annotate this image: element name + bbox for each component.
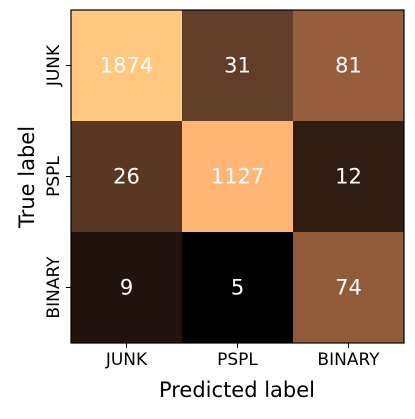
x-tick-label: JUNK xyxy=(105,350,148,370)
y-tick-label: JUNK xyxy=(44,44,64,87)
cell xyxy=(71,10,182,121)
cell xyxy=(293,232,404,343)
cell-label: 1127 xyxy=(211,165,264,189)
cell xyxy=(71,121,182,232)
cell-label: 26 xyxy=(113,165,140,189)
cell xyxy=(182,232,293,343)
cell xyxy=(182,121,293,232)
cell-label: 81 xyxy=(335,54,362,78)
x-axis-label: Predicted label xyxy=(159,378,315,402)
y-tick-label: BINARY xyxy=(44,256,64,319)
cell-label: 5 xyxy=(231,276,244,300)
cell-label: 74 xyxy=(335,276,362,300)
cell-label: 31 xyxy=(224,54,251,78)
cell-label: 9 xyxy=(120,276,133,300)
cell xyxy=(293,10,404,121)
y-tick-label: PSPL xyxy=(44,156,64,197)
cell-label: 12 xyxy=(335,165,362,189)
x-tick-label: BINARY xyxy=(317,350,380,370)
cell xyxy=(71,232,182,343)
x-tick-label: PSPL xyxy=(217,350,258,370)
y-axis-label: True label xyxy=(15,126,39,229)
cell-label: 1874 xyxy=(100,54,153,78)
cell xyxy=(293,121,404,232)
cell xyxy=(182,10,293,121)
